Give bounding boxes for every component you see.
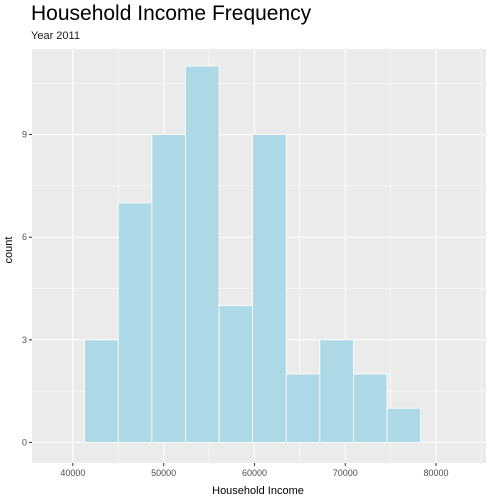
x-tick-label: 50000 xyxy=(151,468,176,478)
chart-subtitle: Year 2011 xyxy=(31,30,80,42)
histogram-bar xyxy=(252,134,287,443)
histogram-bar xyxy=(218,305,254,443)
y-axis-ticks: 0 3 6 9 xyxy=(22,130,32,447)
x-tick-label: 70000 xyxy=(333,468,358,478)
y-tick-label: 9 xyxy=(22,130,27,140)
histogram-bar xyxy=(84,339,119,443)
x-tick-label: 60000 xyxy=(242,468,267,478)
histogram-bar xyxy=(185,65,220,443)
histogram-bar xyxy=(386,407,422,443)
y-tick-label: 3 xyxy=(22,335,27,345)
chart-title: Household Income Frequency xyxy=(31,2,312,25)
histogram-bar xyxy=(117,202,153,443)
histogram-bar xyxy=(285,373,321,443)
histogram-bar xyxy=(151,134,186,443)
x-tick-label: 40000 xyxy=(60,468,85,478)
histogram-bars xyxy=(84,65,422,443)
x-axis-title: Household Income xyxy=(212,485,304,497)
histogram-bar xyxy=(353,373,388,443)
y-tick-label: 0 xyxy=(22,437,27,447)
x-axis-ticks: 40000 50000 60000 70000 80000 xyxy=(60,463,449,478)
histogram-bar xyxy=(319,339,354,443)
x-tick-label: 80000 xyxy=(424,468,449,478)
y-axis-title: count xyxy=(3,237,15,264)
y-tick-label: 6 xyxy=(22,232,27,242)
